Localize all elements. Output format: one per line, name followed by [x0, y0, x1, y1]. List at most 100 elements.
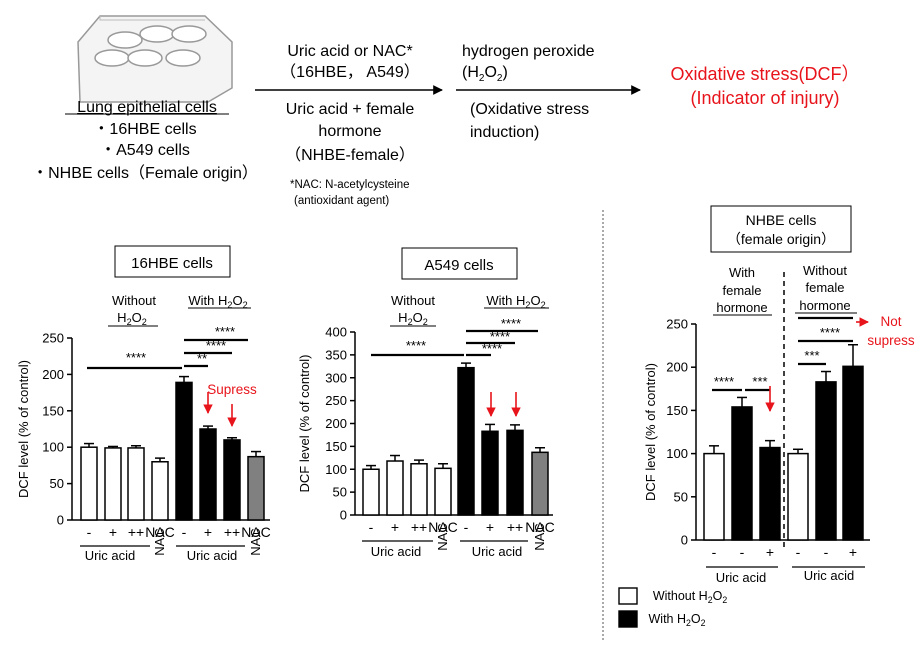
hbe-nac-label: NAC	[248, 528, 263, 555]
cell-line-a549: ・A549 cells	[100, 142, 190, 159]
a549-y-tick-label: 200	[325, 416, 347, 431]
hbe-without-h2o2-formula: H2O2	[117, 310, 147, 327]
nhbe-with-hormone-label: hormone	[716, 300, 767, 315]
nhbe-x-tick-label: -	[796, 544, 801, 560]
legend-with-h2o2-swatch	[618, 610, 638, 628]
a549-bar	[410, 463, 428, 516]
a549-x-tick-label: +	[391, 519, 399, 535]
panel-nhbe-title-line1: NHBE cells	[746, 212, 817, 228]
a549-bar	[362, 468, 380, 516]
nhbe-x-tick-label: -	[740, 544, 745, 560]
a549-x-tick-label: ++	[411, 519, 427, 535]
hbe-bar	[151, 461, 169, 521]
hbe-bar	[247, 455, 265, 521]
hbe-sig-label: ****	[206, 338, 226, 353]
a549-without-h2o2-formula: H2O2	[398, 310, 428, 327]
cells-title: Lung epithelial cells	[77, 99, 217, 116]
hbe-uric-acid-label: Uric acid	[187, 548, 238, 563]
nhbe-without-hormone-label: female	[805, 280, 844, 295]
a549-x-tick-label: -	[464, 519, 469, 535]
footnote-line1: *NAC: N-acetylcysteine	[290, 179, 410, 191]
nhbe-y-tick-label: 50	[674, 489, 688, 504]
nhbe-bar	[815, 381, 837, 541]
nhbe-x-tick-label: +	[849, 544, 857, 560]
step1-bottom-line2: hormone	[318, 123, 381, 140]
nhbe-y-tick-label: 250	[666, 317, 688, 332]
a549-with-h2o2-label: With H2O2	[486, 293, 545, 310]
step1-bottom-line3: （NHBE-female）	[285, 146, 415, 164]
a549-without-h2o2-label: Without	[391, 293, 435, 308]
a549-uric-acid-label: Uric acid	[371, 544, 422, 559]
hbe-sig-label: **	[197, 351, 207, 366]
hbe-x-tick-label: +	[204, 524, 212, 540]
nhbe-with-hormone-label: With	[729, 265, 755, 280]
hbe-x-tick-label: NAC	[241, 524, 271, 540]
nhbe-sig-label: ***	[752, 374, 767, 389]
legend-without-h2o2-label: Without H2O2	[653, 589, 728, 605]
result-line1: Oxidative stress(DCF）	[670, 64, 859, 84]
chart-a549: 0 50 100 150 200 250 300 350 400 DCF level (% of …	[297, 293, 555, 559]
panel-nhbe-title-line2: （female origin）	[727, 231, 835, 247]
nhbe-y-tick-label: 0	[681, 533, 688, 548]
hbe-y-tick-label: 250	[42, 331, 64, 346]
step1-top-line2: （16HBE， A549）	[280, 63, 420, 81]
hbe-uric-acid-label: Uric acid	[85, 548, 136, 563]
footnote-line2: (antioxidant agent)	[294, 195, 389, 207]
a549-uric-acid-label: Uric acid	[472, 544, 523, 559]
nhbe-y-tick-label: 200	[666, 360, 688, 375]
a549-x-tick-label: +	[486, 519, 494, 535]
chart-nhbe: 0 50 100 150 200 250 DCF level (% of control) -…	[618, 263, 915, 628]
a549-bar	[531, 451, 549, 516]
step1-top-line1: Uric acid or NAC*	[287, 43, 412, 60]
a549-y-tick-label: 400	[325, 325, 347, 340]
nhbe-without-hormone-label: Without	[803, 263, 847, 278]
panel-nhbe-title-box	[710, 205, 852, 253]
a549-sig-label: ****	[482, 341, 502, 356]
a549-nac-label: NAC	[435, 523, 450, 550]
a549-y-tick-label: 150	[325, 439, 347, 454]
cell-line-nhbe: ・NHBE cells（Female origin）	[32, 164, 258, 182]
hbe-bar	[199, 428, 217, 521]
a549-y-tick-label: 300	[325, 370, 347, 385]
result-line2: (Indicator of injury)	[690, 88, 839, 108]
a549-bar	[386, 460, 404, 516]
hbe-y-axis-label: DCF level (% of control)	[16, 360, 31, 498]
a549-y-tick-label: 50	[333, 485, 347, 500]
hbe-x-tick-label: -	[87, 524, 92, 540]
nhbe-sig-label: ****	[714, 374, 734, 389]
nhbe-bar	[842, 365, 864, 541]
a549-y-tick-label: 250	[325, 393, 347, 408]
nhbe-uric-acid-label: Uric acid	[804, 568, 855, 583]
hbe-x-tick-label: -	[182, 524, 187, 540]
panel-a549-title: A549 cells	[424, 257, 493, 274]
step2-formula: (H2O2)	[462, 64, 508, 84]
nhbe-x-tick-label: -	[824, 544, 829, 560]
panel-nhbe: NHBE cells （female origin） 0 50 100 150 200 2…	[618, 205, 915, 628]
nhbe-sig-label: ****	[820, 325, 840, 340]
a549-y-tick-label: 350	[325, 347, 347, 362]
step1-bottom-line1: Uric acid + female	[286, 101, 415, 118]
hbe-sig-label: ****	[126, 350, 146, 365]
nhbe-bar	[787, 452, 809, 541]
nhbe-not-suppress-label: Not	[880, 314, 901, 329]
hbe-x-tick-label: +	[109, 524, 117, 540]
a549-bar	[506, 429, 524, 516]
nhbe-without-hormone-label: hormone	[799, 298, 850, 313]
hbe-y-tick-label: 50	[50, 476, 64, 491]
nhbe-y-tick-label: 150	[666, 403, 688, 418]
hbe-x-tick-label: ++	[224, 524, 240, 540]
a549-bar	[481, 430, 499, 516]
hbe-bar	[104, 447, 122, 521]
panel-a549-title-box	[401, 247, 518, 280]
hbe-without-h2o2-label: Without	[112, 293, 156, 308]
hbe-y-tick-label: 100	[42, 440, 64, 455]
panel-16hbe: 16HBE cells 0 50 100 150 200 250 DCF level (% …	[16, 245, 271, 563]
nhbe-uric-acid-label: Uric acid	[716, 570, 767, 585]
a549-sig-label: ****	[406, 338, 426, 353]
well-plate-icon	[77, 15, 233, 103]
legend-with-h2o2-label: With H2O2	[649, 612, 706, 628]
a549-y-axis-label: DCF level (% of control)	[297, 355, 312, 493]
cell-line-16hbe: ・16HBE cells	[93, 121, 196, 138]
a549-sig-label: ****	[490, 329, 510, 344]
